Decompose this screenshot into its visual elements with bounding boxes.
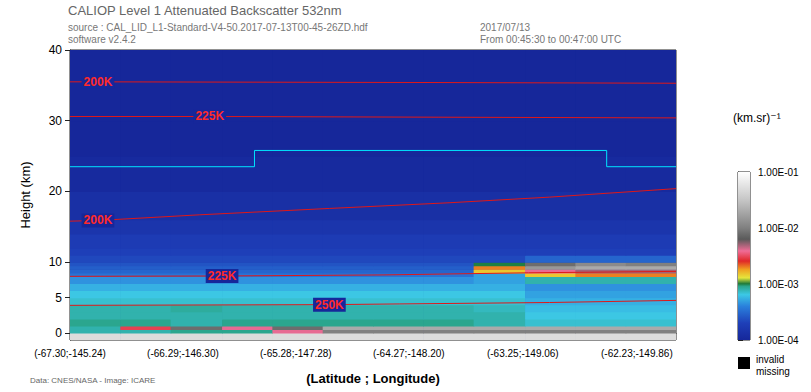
svg-text:(-64.27;-148.20): (-64.27;-148.20): [373, 348, 445, 359]
svg-text:missing: missing: [756, 366, 790, 377]
svg-text:(km.sr)⁻¹: (km.sr)⁻¹: [733, 111, 781, 125]
svg-text:source : CAL_LID_L1-Standard-V: source : CAL_LID_L1-Standard-V4-50.2017-…: [68, 22, 368, 33]
svg-text:From 00:45:30 to 00:47:00 UTC: From 00:45:30 to 00:47:00 UTC: [480, 34, 621, 45]
svg-text:(Latitude ; Longitude): (Latitude ; Longitude): [306, 371, 440, 386]
svg-text:10: 10: [49, 255, 63, 269]
svg-text:invalid: invalid: [756, 354, 784, 365]
svg-text:200K: 200K: [84, 75, 113, 89]
svg-text:2017/07/13: 2017/07/13: [480, 22, 530, 33]
svg-text:(-63.25;-149.06): (-63.25;-149.06): [487, 348, 559, 359]
svg-text:200K: 200K: [84, 213, 113, 227]
svg-text:250K: 250K: [315, 298, 344, 312]
svg-text:40: 40: [49, 43, 63, 57]
svg-text:CALIOP Level 1 Attenuated Back: CALIOP Level 1 Attenuated Backscatter 53…: [68, 3, 342, 18]
svg-text:1.00E-01: 1.00E-01: [758, 167, 799, 178]
svg-text:5: 5: [55, 291, 62, 305]
svg-text:(-62.23;-149.86): (-62.23;-149.86): [601, 348, 673, 359]
svg-text:(-65.28;-147.28): (-65.28;-147.28): [260, 348, 332, 359]
svg-text:(-66.29;-146.30): (-66.29;-146.30): [147, 348, 219, 359]
svg-text:225K: 225K: [195, 109, 224, 123]
svg-text:225K: 225K: [208, 269, 237, 283]
svg-text:software v2.4.2: software v2.4.2: [68, 34, 136, 45]
svg-text:Height (km): Height (km): [18, 161, 33, 228]
svg-text:1.00E-04: 1.00E-04: [758, 335, 799, 346]
svg-text:1.00E-02: 1.00E-02: [758, 223, 799, 234]
svg-text:Data: CNES/NASA - Image: ICARE: Data: CNES/NASA - Image: ICARE: [30, 376, 155, 385]
svg-text:0: 0: [55, 326, 62, 340]
svg-text:30: 30: [49, 114, 63, 128]
svg-text:1.00E-03: 1.00E-03: [758, 279, 799, 290]
svg-text:20: 20: [49, 184, 63, 198]
svg-text:(-67.30;-145.24): (-67.30;-145.24): [34, 348, 106, 359]
